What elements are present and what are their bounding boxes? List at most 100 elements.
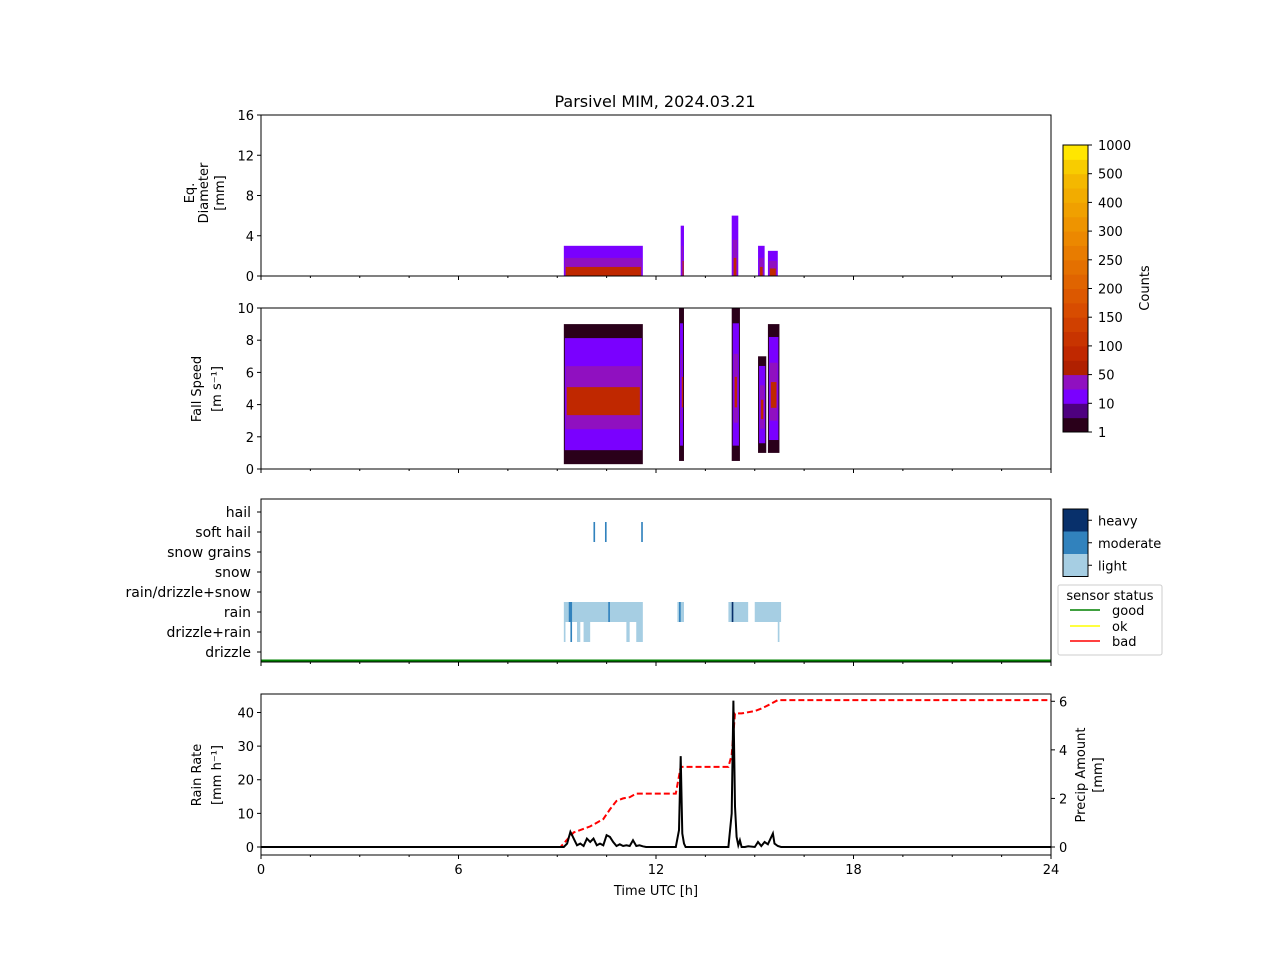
panel-precip-type: drizzle drizzle+rain rain rain/drizzle+snow… xyxy=(126,498,1052,666)
precip-type-category-label: soft hail xyxy=(195,525,251,541)
precip-type-frame xyxy=(260,498,1052,663)
rain-ytick-label: 40 xyxy=(237,706,254,721)
fall-speed-ytick-label: 8 xyxy=(246,334,254,349)
colorbar-tick-label: 300 xyxy=(1098,225,1123,240)
precip-type-segment xyxy=(608,602,610,622)
diameter-block-core xyxy=(760,266,763,276)
colorbar-tick-label: 50 xyxy=(1098,369,1115,384)
colorbar-swatch xyxy=(1063,145,1088,160)
fall-speed-ytick-label: 10 xyxy=(237,302,254,317)
diameter-ylabel-2: Diameter xyxy=(197,162,212,223)
fall-speed-block-core xyxy=(761,399,764,420)
colorbar-swatch xyxy=(1063,231,1088,246)
rain-xtick-label: 24 xyxy=(1043,863,1060,878)
counts-colorbar: 1 10 50 100 150 200 250 300 400 500 1000 Counts xyxy=(1062,139,1153,441)
colorbar-swatches: 1 10 50 100 150 200 250 300 400 500 1000 xyxy=(1062,139,1131,441)
colorbar-swatch xyxy=(1063,417,1088,433)
sensor-status-legend: sensor status good ok bad xyxy=(1057,584,1163,656)
intensity-swatch-heavy xyxy=(1063,509,1088,532)
fall-speed-ytick-label: 4 xyxy=(246,399,254,414)
precip-type-segment xyxy=(754,602,782,622)
colorbar-swatch xyxy=(1063,259,1088,275)
rain-ytick-label: 0 xyxy=(246,841,254,856)
fall-speed-block-core xyxy=(566,387,640,416)
colorbar-tick-label: 150 xyxy=(1098,311,1123,326)
precip-type-category-label: rain/drizzle+snow xyxy=(126,585,251,601)
precip-amount-ytick-label: 2 xyxy=(1059,792,1067,807)
sensor-status-ok-label: ok xyxy=(1112,620,1128,635)
precip-type-category-label: rain xyxy=(224,605,251,621)
intensity-label-light: light xyxy=(1098,559,1127,574)
colorbar-swatch xyxy=(1063,388,1088,404)
precip-amount-ylabel-2: [mm] xyxy=(1091,757,1106,792)
x-axis-label: Time UTC [h] xyxy=(613,884,698,899)
colorbar-swatch xyxy=(1063,216,1088,232)
diameter-ytick-label: 4 xyxy=(246,230,254,245)
diameter-ytick-label: 8 xyxy=(246,190,254,205)
precip-type-category-label: snow grains xyxy=(167,545,251,561)
rain-frame xyxy=(260,693,1052,856)
fall-speed-ylabel-2: [m s⁻¹] xyxy=(210,366,225,412)
precip-type-segment xyxy=(577,622,581,642)
precip-type-marks xyxy=(261,522,1051,662)
diameter-ytick-label: 12 xyxy=(237,149,254,164)
colorbar-swatch xyxy=(1063,331,1088,347)
colorbar-swatch xyxy=(1063,345,1088,361)
intensity-label-heavy: heavy xyxy=(1098,514,1138,529)
precip-amount-ytick-label: 6 xyxy=(1059,695,1067,710)
precip-type-segment xyxy=(636,622,643,642)
sensor-status-bad-label: bad xyxy=(1112,635,1136,650)
rain-xtick-label: 6 xyxy=(454,863,462,878)
colorbar-swatch xyxy=(1063,374,1088,390)
precip-amount-ytick-label: 0 xyxy=(1059,841,1067,856)
diameter-ytick-label: 0 xyxy=(246,270,254,285)
colorbar-tick-label: 1000 xyxy=(1098,139,1131,154)
rain-ytick-label: 10 xyxy=(237,807,254,822)
diameter-ylabel-3: [mm] xyxy=(213,175,228,210)
rain-xtick-label: 0 xyxy=(257,863,265,878)
precip-type-segment xyxy=(583,622,591,642)
colorbar-tick-label: 400 xyxy=(1098,196,1123,211)
precip-type-category-label: snow xyxy=(215,565,251,581)
precip-type-segment xyxy=(593,522,596,542)
precip-type-segment xyxy=(679,602,681,622)
colorbar-tick-label: 1 xyxy=(1098,426,1106,441)
colorbar-swatch xyxy=(1063,159,1088,175)
colorbar-tick-label: 500 xyxy=(1098,168,1123,183)
precip-type-segment xyxy=(563,622,566,642)
diameter-ytick-label: 16 xyxy=(237,109,254,124)
precip-amount-ylabel-1: Precip Amount xyxy=(1074,728,1089,823)
fall-speed-marks xyxy=(563,308,780,465)
diameter-marks xyxy=(563,215,778,276)
fall-speed-block-mid xyxy=(681,353,683,423)
diameter-axis: 0 4 8 12 16 xyxy=(237,109,1052,285)
sensor-status-good-label: good xyxy=(1112,604,1144,619)
diameter-block-core xyxy=(682,260,684,276)
colorbar-tick-label: 200 xyxy=(1098,283,1123,298)
precip-type-segment xyxy=(626,622,630,642)
rain-ylabel-2: [mm h⁻¹] xyxy=(210,745,225,805)
fall-speed-block-core xyxy=(682,376,684,408)
colorbar-tick-label: 250 xyxy=(1098,254,1123,269)
sensor-status-frame xyxy=(1057,584,1163,656)
precip-amount-line xyxy=(261,699,1051,848)
diameter-block-core xyxy=(733,257,737,276)
fall-speed-ytick-label: 2 xyxy=(246,431,254,446)
precip-type-category-label: drizzle+rain xyxy=(166,625,251,641)
rain-ylabel-1: Rain Rate xyxy=(190,744,205,807)
diameter-block-core xyxy=(565,266,641,276)
fall-speed-block-core xyxy=(770,382,777,408)
colorbar-tick-label: 10 xyxy=(1098,397,1115,412)
diameter-block-core xyxy=(769,268,776,276)
intensity-frame xyxy=(1062,508,1089,577)
colorbar-swatch xyxy=(1063,202,1088,218)
diameter-block-mid xyxy=(681,245,683,276)
colorbar-swatch xyxy=(1063,274,1088,289)
precip-type-segment xyxy=(777,622,780,642)
colorbar-tick-label: 100 xyxy=(1098,340,1123,355)
precip-type-segment xyxy=(641,522,643,542)
colorbar-swatch xyxy=(1063,173,1088,189)
precip-type-segment xyxy=(728,602,749,622)
precip-type-category-label: drizzle xyxy=(205,645,251,661)
